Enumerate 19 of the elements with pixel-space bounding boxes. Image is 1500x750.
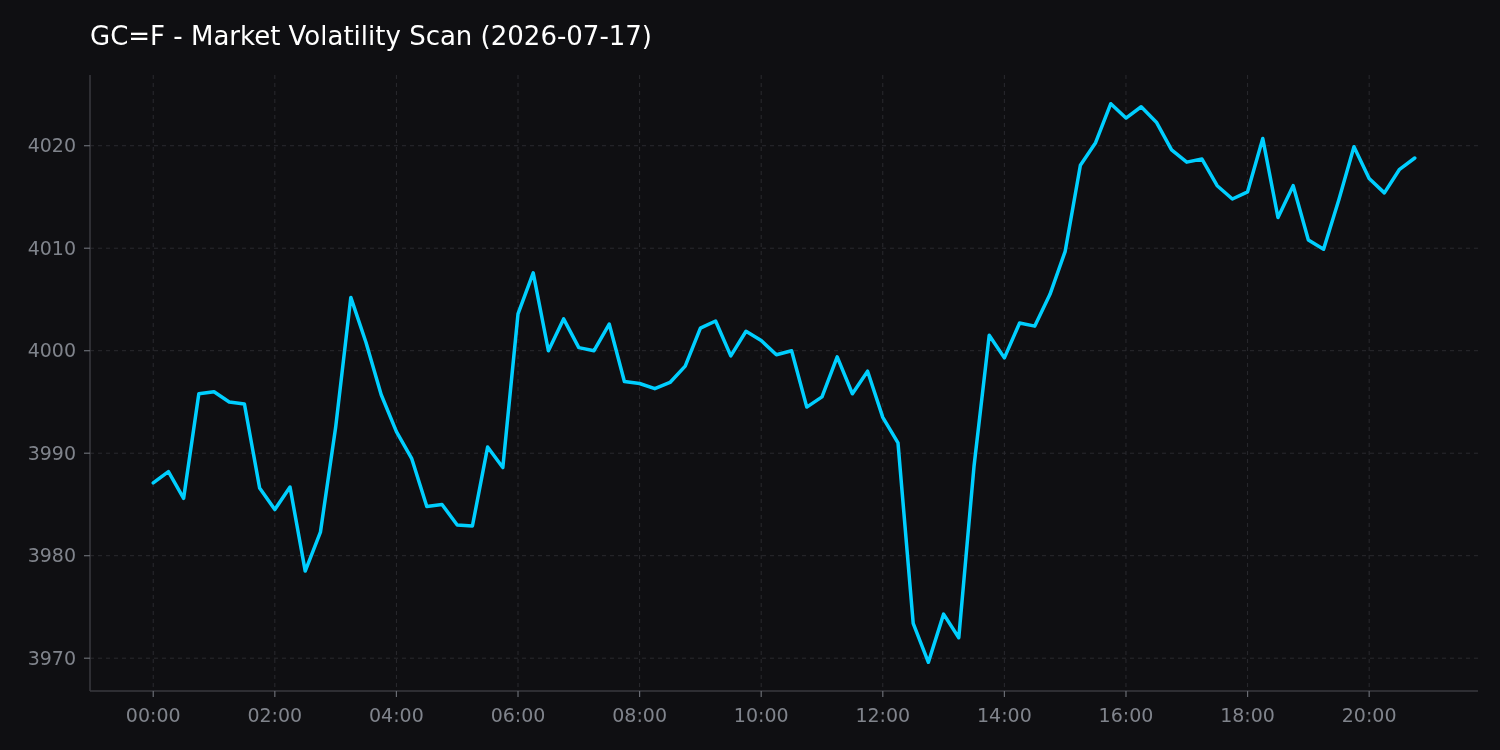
line-series [151,101,1417,665]
x-tick-label: 06:00 [490,704,546,726]
x-tick-label: 10:00 [733,704,789,726]
x-tick-label: 20:00 [1341,704,1397,726]
y-tick-label: 3970 [27,646,76,669]
x-tick-label: 08:00 [612,704,667,726]
chart-title: GC=F - Market Volatility Scan (2026-07-17) [90,21,652,51]
y-tick-label: 4010 [27,236,76,259]
x-tick-label: 00:00 [125,704,181,726]
x-tick-label: 02:00 [247,704,303,726]
y-tick-label: 3980 [27,544,76,567]
x-tick-label: 04:00 [369,704,424,726]
x-tick-label: 16:00 [1098,704,1154,726]
x-tick-label: 14:00 [977,704,1032,726]
x-tick-label: 18:00 [1220,704,1275,726]
y-tick-label: 4000 [27,339,76,362]
y-tick-label: 3990 [27,441,76,464]
y-tick-label: 4020 [27,134,76,157]
x-tick-label: 12:00 [855,704,911,726]
